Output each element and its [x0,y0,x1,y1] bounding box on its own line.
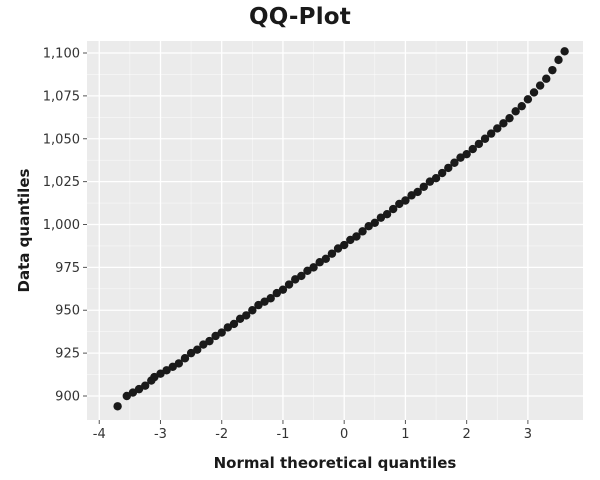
data-point [156,369,165,378]
y-tick-label: 1,050 [43,132,80,147]
data-point [128,388,138,397]
data-point [413,187,422,197]
x-tick-label: 2 [463,427,471,442]
x-tick-label: -2 [215,427,228,442]
y-axis-title: Data quantiles [15,169,33,293]
data-point [376,213,386,222]
data-point [388,204,398,214]
data-point [309,263,318,272]
data-point [548,65,557,75]
data-point [339,240,349,250]
x-tick-label: -3 [154,427,167,442]
data-point [419,182,428,191]
y-tick-label: 1,000 [43,218,80,233]
data-point [150,372,159,382]
data-point [523,95,533,104]
data-point [352,232,361,241]
data-point [290,275,300,284]
data-point [395,199,404,209]
data-point [199,340,208,349]
plot-panel [87,41,583,420]
chart-title: QQ-Plot [248,4,351,30]
y-tick-label: 1,100 [43,47,80,62]
data-point [272,288,282,298]
data-point [474,139,484,149]
x-tick-label: 3 [524,427,532,442]
data-point [505,113,514,123]
data-point [205,336,214,346]
data-point [235,314,245,324]
y-tick-label: 925 [55,347,80,362]
y-tick-label: 950 [55,304,80,319]
data-point [223,323,233,332]
data-point [407,191,416,200]
data-point [333,244,343,253]
data-point [266,294,275,303]
data-point [554,55,563,65]
x-tick-label: 0 [340,427,348,442]
y-tick-label: 900 [55,389,80,404]
data-point [229,319,239,329]
data-point [499,119,508,128]
data-point [315,258,324,267]
data-point [462,149,471,159]
data-point [468,144,477,154]
data-point [529,88,539,97]
data-point [370,218,380,227]
data-point [382,210,392,219]
data-point [431,173,441,183]
y-tick-label: 975 [55,261,80,276]
data-point [193,345,202,354]
data-point [113,402,122,411]
data-point [254,300,263,310]
data-point [456,153,465,162]
data-point [511,107,520,116]
data-point [517,101,526,111]
data-point [162,366,171,375]
data-point [174,359,184,368]
data-point [217,328,226,337]
y-tick-label: 1,025 [43,175,80,190]
y-tick-label: 1,075 [43,89,80,104]
data-point [260,297,269,306]
data-point [168,362,177,372]
data-point [437,168,447,178]
data-point [450,158,459,167]
data-point [303,266,312,276]
x-tick-label: 1 [401,427,409,442]
data-point [134,384,144,394]
data-point [327,249,337,258]
data-point [211,331,220,341]
data-point [358,227,367,236]
data-point [425,177,435,186]
data-point [140,381,150,390]
data-point [480,134,490,143]
data-point [321,254,331,263]
x-tick-label: -4 [93,427,106,442]
data-point [297,271,306,281]
data-point [542,74,551,83]
data-point [122,391,132,401]
data-point [493,124,502,133]
data-point [444,163,453,173]
data-point [242,311,251,320]
x-tick-label: -1 [276,427,289,442]
data-point [186,348,196,358]
data-point [535,81,545,90]
data-point [486,129,496,138]
data-point [248,306,257,315]
data-point [401,196,410,205]
data-point [346,235,355,245]
data-point [560,47,569,56]
data-point [278,285,288,294]
x-axis-title: Normal theoretical quantiles [214,454,457,472]
data-point [180,354,190,363]
data-point [364,222,373,231]
data-point [284,280,294,289]
